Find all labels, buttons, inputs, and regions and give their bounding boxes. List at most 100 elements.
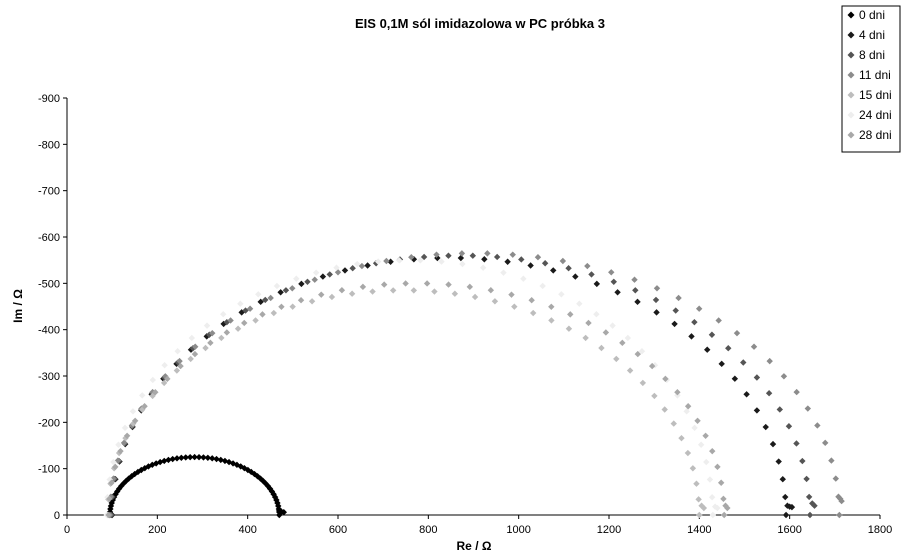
legend-items: 0 dni 4 dni 8 dni 11 dni 15 dni 24 dni 28 dni [847,8,892,142]
data-point [585,319,592,327]
data-point [694,417,701,424]
data-point [785,423,793,430]
data-point [459,260,466,268]
data-point [724,504,731,512]
data-point [319,273,327,280]
data-point [602,329,610,336]
data-point [108,479,115,486]
data-point [504,258,511,265]
data-point [420,253,428,261]
y-tick-label: -900 [38,93,60,105]
data-point [584,262,591,270]
data-point [711,503,719,510]
data-point [471,293,479,301]
data-point [110,458,117,466]
data-point [380,281,388,288]
legend-label: 28 dni [859,128,892,142]
data-point [672,307,679,314]
data-point [715,317,722,324]
data-point [106,476,113,483]
data-point [206,331,213,338]
data-point [117,447,124,455]
data-point [593,280,601,288]
data-point [107,502,115,510]
data-point [333,264,340,271]
data-point [176,357,183,365]
data-point [161,457,168,465]
data-point [487,287,495,294]
data-point [558,291,565,298]
data-point [750,343,758,350]
data-point [608,269,615,276]
data-point [696,511,703,519]
data-point [799,457,806,465]
data-point [565,325,573,332]
data-point [639,379,647,387]
legend-item: 8 dni [847,48,885,62]
x-tick-label: 800 [419,524,437,536]
data-point [311,276,318,283]
legend-item: 4 dni [847,28,885,42]
data-point [684,449,692,457]
data-point [165,456,172,464]
data-point [804,405,812,412]
series-28-dni [105,280,731,519]
data-point [169,455,176,463]
data-point [765,389,773,397]
data-point [631,276,638,283]
data-point [383,257,390,265]
data-point [289,303,296,310]
data-point [775,458,782,465]
data-point [349,265,356,272]
data-point [218,334,225,342]
data-point [237,300,244,307]
data-point [105,511,112,519]
data-point [520,275,527,282]
data-point [614,289,621,296]
data-point [255,291,262,298]
data-point [338,287,346,294]
data-point [632,287,639,294]
y-tick-label: -700 [38,186,60,198]
data-point [479,264,487,271]
legend-label: 4 dni [859,28,885,42]
data-point [805,493,813,501]
data-point [227,317,234,324]
series-0-dni [106,453,287,519]
data-point [814,422,821,429]
legend-label: 11 dni [859,68,891,82]
data-point [610,278,617,285]
data-point [277,289,284,296]
data-point [298,280,305,288]
data-point [793,388,800,396]
data-point [683,408,690,415]
data-point [753,407,761,414]
y-tick-label: -200 [38,417,60,429]
data-point [195,453,203,461]
data-point [353,260,361,268]
data-point [173,367,181,374]
data-point [262,296,269,304]
data-point [743,391,750,398]
data-point [213,455,220,463]
data-point [149,392,156,400]
data-point [803,475,810,483]
data-point [466,283,474,291]
data-point [123,432,131,439]
data-point [651,392,658,400]
data-point [178,454,185,461]
data-point [242,307,249,314]
data-point [312,269,320,276]
data-point [120,439,128,447]
data-point [438,258,445,265]
data-point [529,309,537,317]
data-point [731,375,739,382]
data-point [164,375,171,383]
data-point [326,271,333,278]
data-point [836,511,843,519]
x-tick-label: 1600 [777,524,801,536]
data-point [141,403,148,410]
data-point [662,375,669,383]
data-point [402,280,409,287]
series-group [103,250,845,519]
